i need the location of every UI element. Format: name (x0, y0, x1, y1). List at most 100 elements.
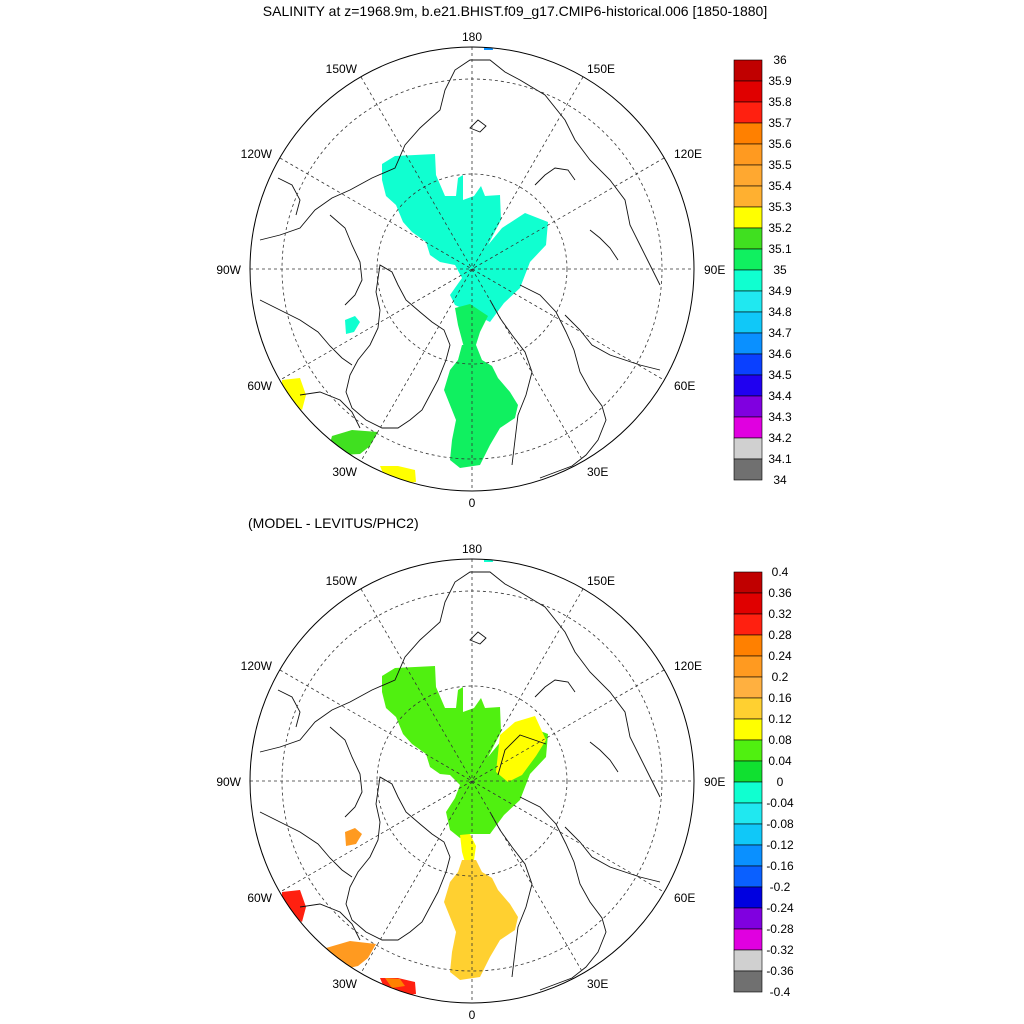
panel1-colorbar-label: 35.6 (768, 137, 792, 151)
panel2-colorbar-swatch (733, 739, 763, 762)
iceland-region (328, 430, 378, 455)
panel2-colorbar-label: -0.2 (770, 880, 791, 894)
panel2-colorbar-label: -0.16 (766, 859, 794, 873)
panel2-colorbar-label: 0 (777, 775, 784, 789)
panel1-colorbar-label: 34.2 (768, 431, 792, 445)
panel2-lon-120e: 120E (674, 659, 702, 673)
panel2-lon-60e: 60E (674, 891, 695, 905)
panel1-map: 180 0 90W 90E 150W 150E 120W 120E 60W 60… (216, 30, 725, 510)
labrador-region (282, 378, 306, 410)
panel2-colorbar-label: 0.4 (772, 565, 789, 579)
panel1-colorbar-swatch (733, 416, 763, 439)
panel1-colorbar: 36 35.9 35.8 35.7 35.6 35.5 35.4 35.3 35.2 35.1 35… (733, 53, 792, 487)
panel1-colorbar-label: 34.6 (768, 347, 792, 361)
panel1-colorbar-label: 34.8 (768, 305, 792, 319)
panel1-colorbar-label: 35.2 (768, 221, 792, 235)
panel1-colorbar-label: 35.1 (768, 242, 792, 256)
panel2-colorbar-label: 0.2 (772, 670, 789, 684)
panel2-colorbar-swatch (733, 802, 763, 825)
panel2-colorbar-label: 0.12 (768, 712, 792, 726)
panel1-lon-180: 180 (462, 30, 482, 44)
panel1-colorbar-label: 34.1 (768, 452, 792, 466)
panel2-colorbar-swatch (733, 613, 763, 636)
panel2-lon-60w: 60W (247, 891, 272, 905)
panel2-colorbar-label: -0.32 (766, 943, 794, 957)
panel1-lon-60e: 60E (674, 379, 695, 393)
panel1-colorbar-label: 36 (773, 53, 787, 67)
panel1-colorbar-swatch (733, 458, 763, 481)
panel2-colorbar-label: 0.32 (768, 607, 792, 621)
panel2-map-boundary (249, 558, 695, 1004)
panel1-colorbar-label: 35.5 (768, 158, 792, 172)
panel2-colorbar-swatch (733, 886, 763, 909)
north-atlantic-diff-inner-region (385, 978, 405, 988)
panel2-colorbar-swatch (733, 781, 763, 804)
panel1-colorbar-swatch (733, 437, 763, 460)
panel1-lon-30w: 30W (332, 465, 357, 479)
panel1-lon-0: 0 (469, 496, 476, 510)
panel1-lon-150w: 150W (326, 62, 358, 76)
panel1-colorbar-swatch (733, 311, 763, 334)
panel2-colorbar-swatch (733, 697, 763, 720)
panel2-colorbar-label: -0.28 (766, 922, 794, 936)
panel1-coastlines (259, 59, 661, 479)
panel2-coastlines (259, 571, 661, 991)
panel2-colorbar-swatch (733, 970, 763, 993)
panel1-map-boundary (249, 46, 695, 492)
panel1-lon-90w: 90W (216, 263, 241, 277)
panel2-colorbar-swatch (733, 823, 763, 846)
panel2-title: (MODEL - LEVITUS/PHC2) (248, 515, 419, 531)
panel1-colorbar-label: 35.9 (768, 74, 792, 88)
panel1-colorbar-swatch (733, 185, 763, 208)
baffin-patch-region (345, 316, 360, 334)
panel1: SALINITY at z=1968.9m, b.e21.BHIST.f09_g… (216, 3, 792, 510)
iceland-diff-region (326, 941, 376, 970)
panel1-colorbar-swatch (733, 269, 763, 292)
panel1-colorbar-swatch (733, 227, 763, 250)
panel1-colorbar-swatch (733, 248, 763, 271)
laptev-diff-region (496, 716, 546, 782)
panel1-colorbar-label: 34.3 (768, 410, 792, 424)
panel2-lon-150w: 150W (326, 574, 358, 588)
panel2-lon-120w: 120W (241, 659, 273, 673)
panel1-colorbar-swatch (733, 59, 763, 82)
panel1-colorbar-label: 35.4 (768, 179, 792, 193)
panel2-lon-90e: 90E (704, 775, 725, 789)
central-arctic-diff-region (382, 666, 548, 838)
panel1-colorbar-swatch (733, 143, 763, 166)
panel1-lon-120e: 120E (674, 147, 702, 161)
greenland-sea-region (444, 345, 518, 468)
panel1-colorbar-label: 34.9 (768, 284, 792, 298)
panel1-colorbar-label: 34.5 (768, 368, 792, 382)
panel2-colorbar-label: -0.24 (766, 901, 794, 915)
panel1-colorbar-swatch (733, 101, 763, 124)
panel2-map: 180 0 90W 90E 150W 150E 120W 120E 60W 60… (216, 542, 725, 1022)
panel1-colorbar-swatch (733, 353, 763, 376)
panel2-colorbar-swatch (733, 844, 763, 867)
panel2-colorbar-swatch (733, 676, 763, 699)
panel2-colorbar-label: 0.36 (768, 586, 792, 600)
panel1-title: SALINITY at z=1968.9m, b.e21.BHIST.f09_g… (263, 3, 767, 19)
panel2-colorbar: 0.4 0.36 0.32 0.28 0.24 0.2 0.16 0.12 0.08 0.04 0 -… (733, 565, 794, 999)
panel1-colorbar-swatch (733, 164, 763, 187)
panel1-colorbar-swatch (733, 395, 763, 418)
panel1-colorbar-label: 34 (773, 473, 787, 487)
panel2-colorbar-swatch (733, 928, 763, 951)
panel1-lon-90e: 90E (704, 263, 725, 277)
panel2-colorbar-label: -0.08 (766, 817, 794, 831)
panel2-colorbar-swatch (733, 907, 763, 930)
panel2-colorbar-label: -0.36 (766, 964, 794, 978)
panel2-lon-180: 180 (462, 542, 482, 556)
panel1-lon-60w: 60W (247, 379, 272, 393)
panel2-colorbar-swatch (733, 571, 763, 594)
panel2-colorbar-label: -0.04 (766, 796, 794, 810)
panel2-colorbar-label: 0.08 (768, 733, 792, 747)
north-atlantic-region (380, 466, 416, 484)
panel2-lon-30w: 30W (332, 977, 357, 991)
panel1-colorbar-label: 35.3 (768, 200, 792, 214)
panel1-lon-30e: 30E (587, 465, 608, 479)
panel1-colorbar-swatch (733, 206, 763, 229)
panel1-colorbar-swatch (733, 122, 763, 145)
panel2-colorbar-label: 0.04 (768, 754, 792, 768)
